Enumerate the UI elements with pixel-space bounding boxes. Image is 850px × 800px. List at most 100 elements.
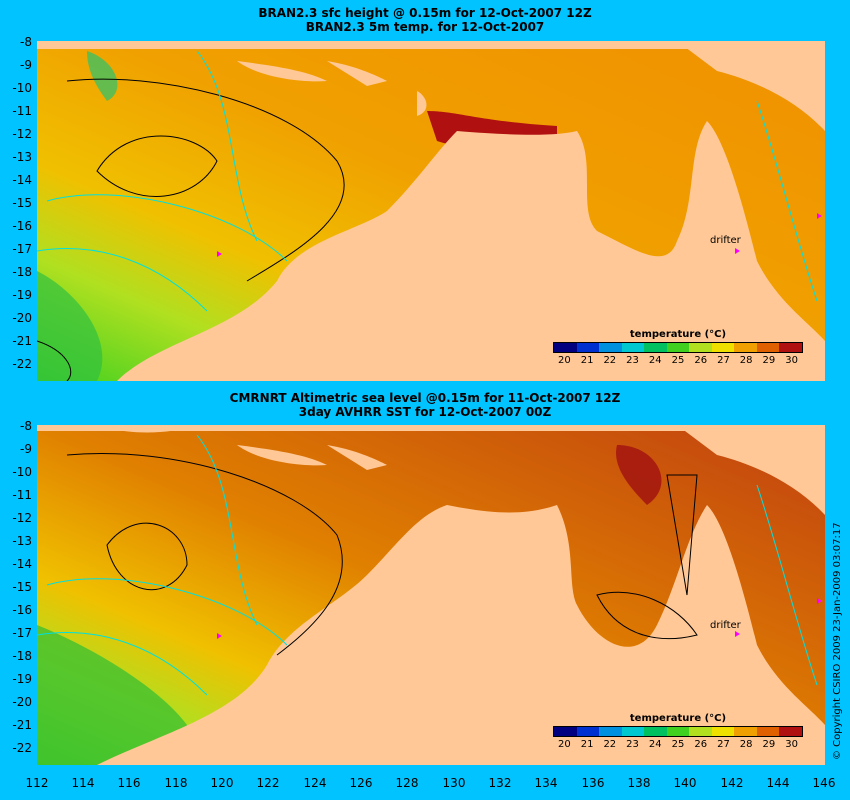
lon-label: 118 <box>164 776 188 790</box>
lat-label: -19 <box>12 672 32 686</box>
legend-title: temperature (°C) <box>629 713 727 724</box>
legend-swatch <box>756 727 780 736</box>
legend-tick: 22 <box>603 355 617 366</box>
lon-label: 124 <box>303 776 327 790</box>
legend-tick: 28 <box>739 355 753 366</box>
legend-swatch <box>666 343 690 352</box>
lon-label: 130 <box>442 776 466 790</box>
legend-swatch <box>554 727 577 736</box>
lon-label: 120 <box>210 776 234 790</box>
lat-label: -14 <box>12 173 32 187</box>
legend-tick: 25 <box>671 355 685 366</box>
panel2-title-line1: CMRNRT Altimetric sea level @0.15m for 1… <box>229 391 621 405</box>
legend-colorbar <box>553 726 803 737</box>
lat-label: -13 <box>12 534 32 548</box>
lon-label: 134 <box>534 776 558 790</box>
legend-swatch <box>644 343 667 352</box>
legend-swatch <box>689 727 712 736</box>
lon-label: 116 <box>117 776 141 790</box>
legend-swatch <box>734 727 757 736</box>
legend-tick: 30 <box>785 355 798 366</box>
temperature-legend-bottom: temperature (°C) 20 21 22 23 24 25 26 27 28 29 30 <box>553 713 803 750</box>
lat-label: -16 <box>12 219 32 233</box>
legend-swatch <box>621 343 645 352</box>
legend-swatch <box>599 343 622 352</box>
legend-swatch <box>711 727 735 736</box>
legend-swatch <box>621 727 645 736</box>
lat-label: -8 <box>20 35 32 49</box>
lat-label: -8 <box>20 419 32 433</box>
legend-tick: 23 <box>626 739 639 750</box>
lon-label: 132 <box>488 776 512 790</box>
lat-label: -12 <box>12 511 32 525</box>
legend-swatch <box>644 727 667 736</box>
legend-tick: 27 <box>717 739 730 750</box>
lon-label: 142 <box>720 776 744 790</box>
copyright-credit: © Copyright CSIRO 2009 23-Jan-2009 03:07… <box>832 522 843 760</box>
legend-tick: 22 <box>603 739 617 750</box>
legend-swatch <box>779 343 803 352</box>
lat-label: -15 <box>12 580 32 594</box>
legend-tick: 29 <box>762 355 776 366</box>
panel1-title-line1: BRAN2.3 sfc height @ 0.15m for 12-Oct-20… <box>258 6 592 20</box>
lon-label: 126 <box>349 776 373 790</box>
drifter-label-bottom: drifter <box>710 620 741 631</box>
legend-title: temperature (°C) <box>629 329 727 340</box>
legend-ticks: 20 21 22 23 24 25 26 27 28 29 30 <box>553 353 803 366</box>
lon-label: 144 <box>766 776 790 790</box>
lat-label: -9 <box>20 58 32 72</box>
lon-label: 128 <box>395 776 419 790</box>
legend-tick: 21 <box>580 739 594 750</box>
legend-tick: 24 <box>648 355 662 366</box>
legend-tick: 23 <box>626 355 639 366</box>
legend-swatch <box>599 727 622 736</box>
panel1-title-line2: BRAN2.3 5m temp. for 12-Oct-2007 <box>305 20 545 34</box>
panel2-title-line2: 3day AVHRR SST for 12-Oct-2007 00Z <box>298 405 552 419</box>
legend-tick: 27 <box>717 355 730 366</box>
lon-label: 114 <box>71 776 95 790</box>
lat-label: -19 <box>12 288 32 302</box>
lat-label: -17 <box>12 242 32 256</box>
legend-tick: 24 <box>648 739 662 750</box>
legend-swatch <box>779 727 803 736</box>
drifter-label-top: drifter <box>710 235 741 246</box>
lat-label: -10 <box>12 465 32 479</box>
temperature-legend-top: temperature (°C) 20 21 22 23 24 25 26 27 28 29 30 <box>553 329 803 366</box>
lon-label: 146 <box>812 776 836 790</box>
lat-label: -15 <box>12 196 32 210</box>
lat-label: -18 <box>12 265 32 279</box>
legend-ticks: 20 21 22 23 24 25 26 27 28 29 30 <box>553 737 803 750</box>
legend-tick: 26 <box>694 739 708 750</box>
lat-label: -11 <box>12 488 32 502</box>
legend-tick: 30 <box>785 739 798 750</box>
legend-tick: 26 <box>694 355 708 366</box>
lat-label: -20 <box>12 695 32 709</box>
lat-label: -12 <box>12 127 32 141</box>
lat-label: -16 <box>12 603 32 617</box>
legend-swatch <box>689 343 712 352</box>
lat-label: -13 <box>12 150 32 164</box>
lat-label: -21 <box>12 718 32 732</box>
legend-colorbar <box>553 342 803 353</box>
lat-label: -14 <box>12 557 32 571</box>
lat-label: -22 <box>12 741 32 755</box>
legend-tick: 29 <box>762 739 776 750</box>
legend-swatch <box>666 727 690 736</box>
map-panel-bottom <box>37 425 825 765</box>
lat-label: -17 <box>12 626 32 640</box>
legend-swatch <box>711 343 735 352</box>
legend-tick: 20 <box>557 355 571 366</box>
lat-label: -20 <box>12 311 32 325</box>
map-panel-top <box>37 41 825 381</box>
legend-swatch <box>734 343 757 352</box>
legend-swatch <box>554 343 577 352</box>
lat-label: -10 <box>12 81 32 95</box>
lon-label: 112 <box>25 776 49 790</box>
lat-label: -9 <box>20 442 32 456</box>
legend-swatch <box>576 727 600 736</box>
lon-label: 140 <box>673 776 697 790</box>
lat-label: -11 <box>12 104 32 118</box>
legend-swatch <box>756 343 780 352</box>
legend-tick: 25 <box>671 739 685 750</box>
legend-tick: 28 <box>739 739 753 750</box>
